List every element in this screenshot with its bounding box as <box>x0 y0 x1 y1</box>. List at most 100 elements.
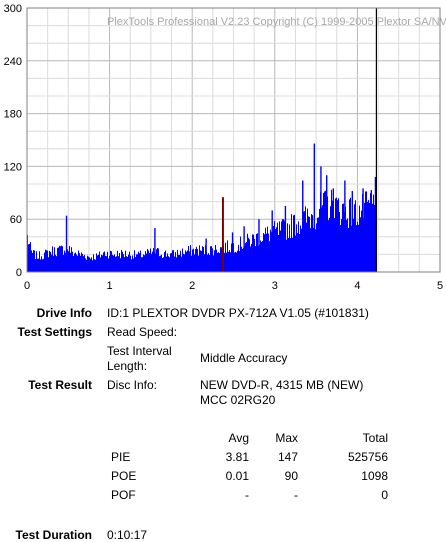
pie-bar <box>173 250 174 272</box>
pie-bar <box>213 255 214 272</box>
pie-spike <box>154 228 156 272</box>
pie-bar <box>367 201 368 272</box>
pie-bar <box>245 243 246 272</box>
pie-bar <box>193 248 194 272</box>
pie-bar <box>228 251 229 272</box>
pie-bar <box>330 206 331 272</box>
pie-bar <box>64 250 65 272</box>
pie-bar <box>187 250 188 272</box>
pie-bar <box>79 253 80 272</box>
pie-bar <box>221 247 222 272</box>
pie-bar <box>140 250 141 272</box>
pie-bar <box>247 233 248 272</box>
pie-bar <box>46 250 47 272</box>
pie-spike <box>326 175 328 272</box>
pie-bar <box>174 256 175 272</box>
pie-bar <box>311 214 312 272</box>
x-tick-label: 1 <box>107 280 113 292</box>
pie-bar <box>145 251 146 272</box>
test-interval-value: Middle Accuracy <box>200 351 288 365</box>
pie-bar <box>296 224 297 272</box>
pie-bar <box>166 256 167 272</box>
pie-bar <box>304 211 305 272</box>
pie-bar <box>112 254 113 272</box>
stats-row-avg: - <box>245 488 249 502</box>
pie-spike <box>258 219 260 272</box>
pie-bar <box>72 251 73 272</box>
pie-bar <box>28 244 29 272</box>
pie-bar <box>209 255 210 272</box>
pie-bar <box>235 251 236 272</box>
pie-bar <box>365 191 366 272</box>
pie-bar <box>263 233 264 272</box>
pie-bar <box>353 218 354 272</box>
pie-bar <box>301 228 302 272</box>
stats-row-name: PIE <box>111 450 131 464</box>
pie-bar <box>186 251 187 272</box>
pie-bar <box>340 225 341 272</box>
chart-grid <box>26 7 441 273</box>
pie-bar <box>96 253 97 272</box>
stats-header-avg: Avg <box>228 431 249 445</box>
pie-bar <box>294 214 295 272</box>
pie-bar <box>282 219 283 272</box>
pie-spike <box>320 166 322 272</box>
pie-spike <box>313 143 316 272</box>
pie-bar <box>135 257 136 272</box>
pie-bar <box>136 254 137 272</box>
pie-bar <box>70 252 71 272</box>
pie-bar <box>200 250 201 272</box>
pie-bar <box>181 256 182 272</box>
pie-bar <box>176 257 177 272</box>
pie-bar <box>310 228 311 272</box>
pie-bar <box>150 248 151 272</box>
pie-bar <box>163 257 164 272</box>
pie-bar <box>339 211 340 272</box>
pie-bar <box>255 246 256 272</box>
pie-bar <box>44 252 45 272</box>
pie-bar <box>315 229 316 272</box>
error-chart: PlexTools Professional V2.23 Copyright (… <box>4 3 446 292</box>
pie-bar <box>175 251 176 272</box>
pie-bar <box>128 254 129 272</box>
pie-bar <box>370 193 371 272</box>
pie-bar <box>146 253 147 272</box>
y-tick-label: 300 <box>4 3 22 15</box>
pie-bar <box>191 255 192 272</box>
pie-bar <box>85 258 86 272</box>
pie-bar <box>184 254 185 272</box>
pie-bar <box>210 246 211 272</box>
pie-bar <box>241 246 242 272</box>
pie-bar <box>276 227 277 272</box>
pie-bar <box>192 249 193 272</box>
pie-bar <box>59 245 60 272</box>
pie-bar <box>233 243 234 272</box>
x-tick-label: 0 <box>24 280 30 292</box>
pie-bar <box>318 217 319 272</box>
x-tick-label: 3 <box>272 280 278 292</box>
pie-bar <box>202 246 203 272</box>
pie-bar <box>360 217 361 272</box>
pie-bar <box>67 249 68 272</box>
pie-bar <box>288 237 289 272</box>
pie-bar <box>291 214 292 272</box>
pie-bar <box>170 253 171 272</box>
pie-bar <box>105 255 106 272</box>
pie-bar <box>42 259 43 272</box>
pie-bar <box>109 255 110 272</box>
drive-info-label: Drive Info <box>36 306 92 320</box>
pie-bar <box>334 218 335 272</box>
pie-bar <box>242 248 243 272</box>
pie-bar <box>308 216 309 272</box>
pie-bar <box>49 250 50 272</box>
pie-bar <box>115 256 116 272</box>
pie-bar <box>32 252 33 272</box>
pie-bar <box>249 239 250 272</box>
pie-bar <box>158 248 159 272</box>
pie-bar <box>257 233 258 272</box>
pie-bar <box>346 220 347 272</box>
pie-bar <box>278 234 279 272</box>
pie-bar <box>281 221 282 272</box>
pie-bar <box>307 208 308 272</box>
pie-bar <box>131 259 132 272</box>
